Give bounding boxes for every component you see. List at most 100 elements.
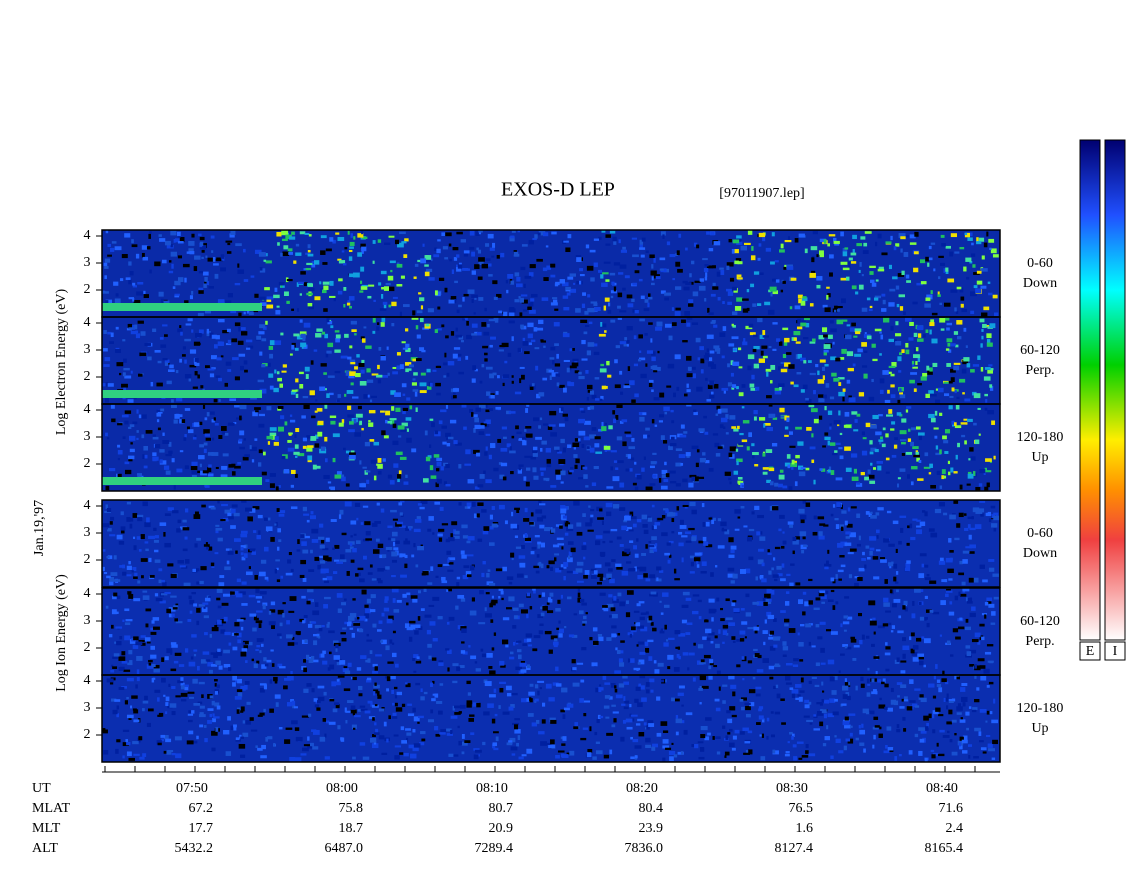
spectrogram-cell: [921, 510, 926, 513]
spectrogram-cell: [133, 636, 139, 641]
spectrogram-cell: [192, 386, 198, 389]
spectrogram-cell: [405, 417, 412, 421]
spectrogram-cell: [572, 667, 577, 671]
spectrogram-cell: [417, 721, 420, 724]
spectrogram-cell: [276, 231, 282, 237]
spectrogram-cell: [345, 483, 350, 487]
spectrogram-cell: [142, 454, 145, 459]
spectrogram-cell: [169, 364, 174, 369]
spectrogram-cell: [361, 427, 364, 431]
spectrogram-cell: [606, 360, 610, 366]
spectrogram-cell: [337, 290, 343, 295]
spectrogram-cell: [968, 577, 974, 583]
spectrogram-cell: [543, 477, 550, 481]
spectrogram-cell: [347, 622, 352, 627]
spectrogram-cell: [619, 310, 627, 313]
spectrogram-cell: [413, 372, 418, 376]
spectrogram-cell: [183, 437, 187, 441]
spectrogram-cell: [525, 666, 531, 671]
spectrogram-cell: [249, 508, 256, 513]
spectrogram-cell: [190, 465, 198, 471]
spectrogram-cell: [715, 453, 721, 457]
spectrogram-cell: [563, 306, 570, 311]
spectrogram-cell: [466, 334, 473, 340]
spectrogram-cell: [349, 241, 355, 247]
spectrogram-cell: [659, 268, 664, 271]
spectrogram-cell: [341, 419, 345, 424]
spectrogram-cell: [784, 337, 790, 343]
spectrogram-cell: [841, 510, 847, 514]
spectrogram-cell: [638, 412, 643, 416]
spectrogram-cell: [463, 268, 471, 271]
spectrogram-cell: [365, 530, 371, 536]
spectrogram-cell: [500, 447, 508, 452]
spectrogram-cell: [404, 238, 409, 242]
spectrogram-cell: [124, 461, 130, 465]
spectrogram-cell: [883, 538, 890, 543]
spectrogram-cell: [925, 393, 930, 398]
spectrogram-cell: [300, 342, 307, 348]
spectrogram-cell: [728, 622, 736, 627]
spectrogram-cell: [834, 735, 837, 738]
spectrogram-cell: [494, 318, 499, 323]
spectrogram-cell: [879, 441, 882, 445]
spectrogram-cell: [884, 652, 891, 656]
spectrogram-cell: [293, 260, 297, 264]
spectrogram-cell: [487, 323, 490, 328]
spectrogram-cell: [544, 630, 552, 635]
spectrogram-cell: [674, 630, 681, 635]
spectrogram-cell: [474, 296, 477, 300]
spectrogram-cell: [969, 612, 976, 618]
spectrogram-cell: [900, 248, 903, 253]
spectrogram-cell: [131, 244, 138, 248]
spectrogram-cell: [434, 329, 438, 334]
spectrogram-cell: [289, 414, 293, 417]
spectrogram-cell: [811, 270, 816, 275]
spectrogram-cell: [717, 518, 722, 522]
spectrogram-cell: [875, 529, 880, 534]
spectrogram-cell: [917, 478, 924, 481]
spectrogram-cell: [762, 658, 770, 663]
spectrogram-cell: [291, 231, 295, 235]
spectrogram-cell: [942, 735, 950, 738]
spectrogram-cell: [924, 595, 928, 600]
spectrogram-cell: [684, 531, 692, 535]
spectrogram-cell: [522, 309, 528, 312]
spectrogram-cell: [261, 471, 267, 476]
spectrogram-cell: [801, 549, 805, 554]
spectrogram-cell: [911, 613, 916, 619]
spectrogram-cell: [246, 641, 253, 646]
spectrogram-cell: [124, 233, 131, 238]
spectrogram-cell: [832, 605, 836, 610]
spectrogram-cell: [915, 361, 918, 365]
spectrogram-cell: [780, 415, 785, 418]
spectrogram-cell: [194, 362, 200, 366]
spectrogram-cell: [984, 470, 992, 473]
spectrogram-cell: [445, 232, 452, 237]
spectrogram-cell: [572, 570, 579, 575]
spectrogram-cell: [539, 524, 545, 529]
spectrogram-cell: [535, 436, 542, 440]
spectrogram-cell: [770, 292, 773, 297]
spectrogram-cell: [594, 443, 600, 448]
spectrogram-cell: [405, 347, 411, 353]
spectrogram-cell: [307, 455, 313, 461]
spectrogram-cell: [492, 521, 499, 525]
spectrogram-cell: [928, 413, 935, 419]
spectrogram-cell: [685, 540, 692, 543]
spectrogram-cell: [991, 757, 996, 760]
spectrogram-cell: [436, 468, 440, 472]
spectrogram-cell: [214, 344, 218, 349]
spectrogram-cell: [900, 660, 907, 663]
spectrogram-cell: [615, 467, 619, 470]
spectrogram-cell: [204, 417, 208, 421]
spectrogram-cell: [128, 561, 131, 565]
spectrogram-cell: [540, 563, 544, 569]
spectrogram-cell: [848, 264, 851, 269]
spectrogram-cell: [700, 659, 705, 664]
spectrogram-cell: [840, 231, 844, 237]
spectrogram-cell: [711, 319, 716, 323]
spectrogram-cell: [903, 311, 906, 315]
spectrogram-cell: [449, 419, 457, 424]
spectrogram-cell: [784, 434, 789, 437]
